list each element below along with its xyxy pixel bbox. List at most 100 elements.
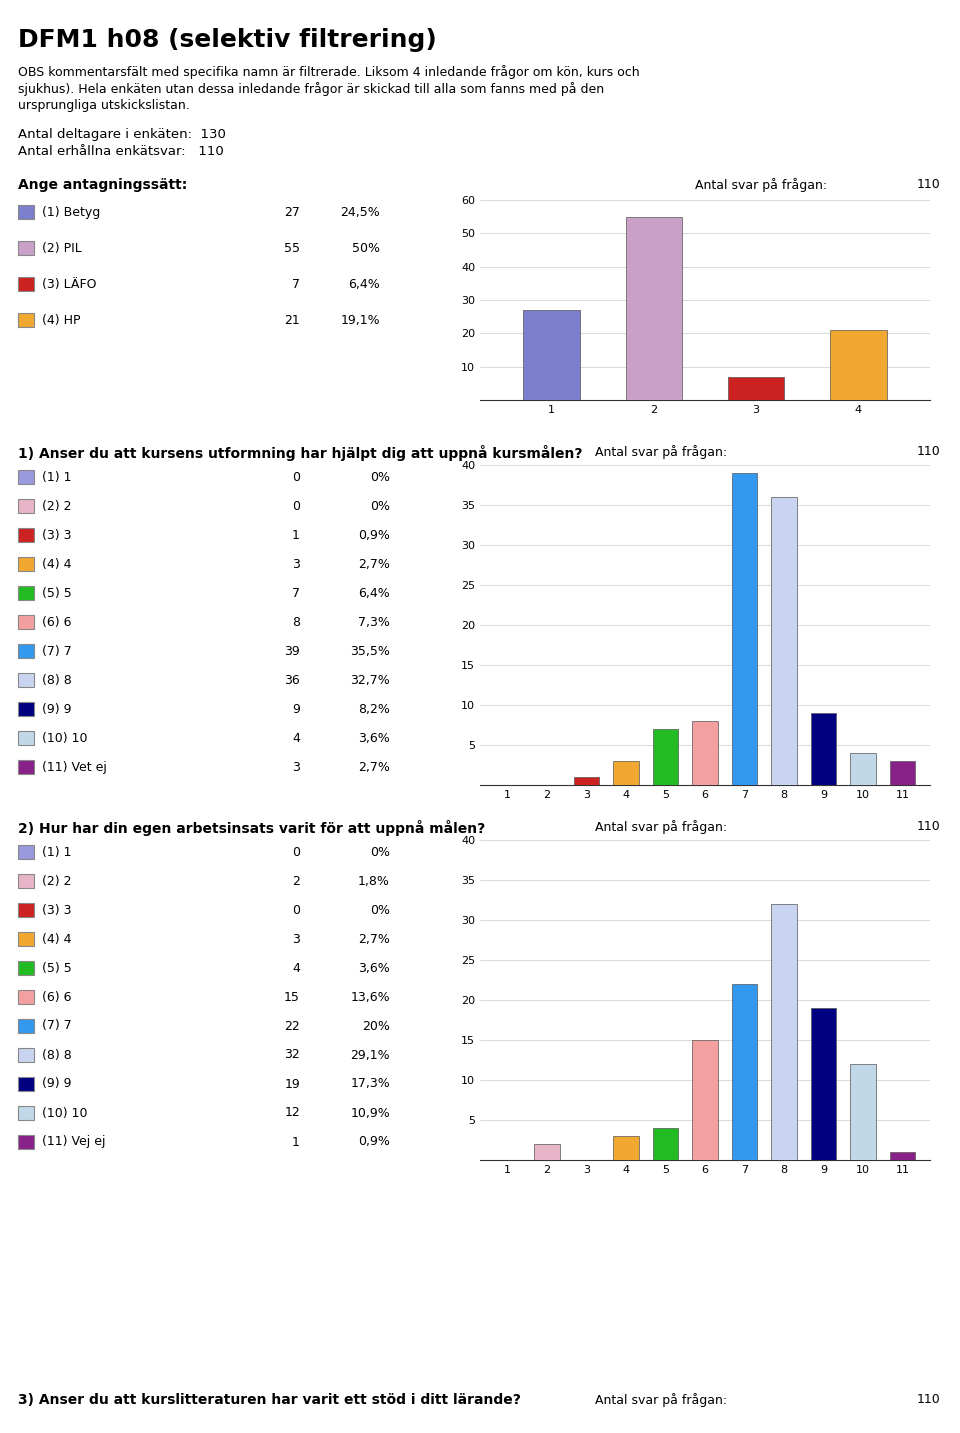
FancyBboxPatch shape (18, 1078, 34, 1091)
Bar (850, 752, 876, 785)
Text: (5) 5: (5) 5 (42, 962, 72, 974)
Text: 0,9%: 0,9% (358, 529, 390, 542)
Text: (6) 6: (6) 6 (42, 990, 71, 1003)
Text: 8: 8 (292, 616, 300, 629)
Bar (653, 729, 679, 785)
FancyBboxPatch shape (18, 205, 34, 219)
Bar (535, 1144, 560, 1159)
Text: 7,3%: 7,3% (358, 616, 390, 629)
FancyBboxPatch shape (18, 674, 34, 686)
Bar (810, 1007, 836, 1159)
Text: (7) 7: (7) 7 (42, 645, 72, 658)
Text: 110: 110 (916, 178, 940, 191)
Text: 8,2%: 8,2% (358, 702, 390, 715)
Text: (1) 1: (1) 1 (42, 470, 71, 483)
FancyBboxPatch shape (18, 990, 34, 1005)
Text: (11) Vej ej: (11) Vej ej (42, 1135, 106, 1148)
Text: 0%: 0% (370, 845, 390, 858)
Text: (4) HP: (4) HP (42, 314, 81, 327)
Text: 9: 9 (292, 702, 300, 715)
Text: 3: 3 (292, 557, 300, 570)
Text: Antal deltagare i enkäten:  130: Antal deltagare i enkäten: 130 (18, 128, 226, 140)
Text: (1) 1: (1) 1 (42, 845, 71, 858)
FancyBboxPatch shape (18, 312, 34, 327)
FancyBboxPatch shape (18, 702, 34, 716)
Text: 19: 19 (284, 1078, 300, 1091)
Text: 1: 1 (292, 529, 300, 542)
Text: 55: 55 (284, 242, 300, 255)
Text: (6) 6: (6) 6 (42, 616, 71, 629)
Text: (10) 10: (10) 10 (42, 731, 87, 745)
Text: (8) 8: (8) 8 (42, 1049, 72, 1062)
Text: 1,8%: 1,8% (358, 874, 390, 887)
Text: 0: 0 (292, 845, 300, 858)
FancyBboxPatch shape (18, 962, 34, 974)
Bar (732, 473, 757, 785)
Text: 7: 7 (292, 278, 300, 291)
Text: (4) 4: (4) 4 (42, 933, 71, 946)
Text: 0: 0 (292, 470, 300, 483)
Bar (653, 1128, 679, 1159)
Text: 36: 36 (284, 674, 300, 686)
Bar (771, 904, 797, 1159)
Text: (9) 9: (9) 9 (42, 1078, 71, 1091)
FancyBboxPatch shape (18, 1106, 34, 1121)
Text: Ange antagningssätt:: Ange antagningssätt: (18, 178, 187, 192)
FancyBboxPatch shape (18, 1135, 34, 1149)
Bar (692, 721, 718, 785)
Text: sjukhus). Hela enkäten utan dessa inledande frågor är skickad till alla som fann: sjukhus). Hela enkäten utan dessa inleda… (18, 82, 604, 96)
FancyBboxPatch shape (18, 277, 34, 291)
Bar (810, 714, 836, 785)
Text: 12: 12 (284, 1106, 300, 1119)
Text: (1) Betyg: (1) Betyg (42, 205, 100, 218)
Text: 21: 21 (284, 314, 300, 327)
Bar (613, 761, 639, 785)
FancyBboxPatch shape (18, 557, 34, 570)
Text: 0%: 0% (370, 500, 390, 513)
Text: 19,1%: 19,1% (341, 314, 380, 327)
Bar (728, 377, 784, 400)
Text: 50%: 50% (352, 242, 380, 255)
Text: 29,1%: 29,1% (350, 1049, 390, 1062)
Bar (574, 777, 599, 785)
Bar (771, 497, 797, 785)
Text: (9) 9: (9) 9 (42, 702, 71, 715)
Text: (2) 2: (2) 2 (42, 500, 71, 513)
Text: (11) Vet ej: (11) Vet ej (42, 761, 107, 774)
Text: Antal svar på frågan:: Antal svar på frågan: (595, 446, 727, 459)
Text: Antal erhållna enkätsvar:   110: Antal erhållna enkätsvar: 110 (18, 145, 224, 158)
Bar (692, 1040, 718, 1159)
FancyBboxPatch shape (18, 1019, 34, 1033)
FancyBboxPatch shape (18, 643, 34, 658)
Text: 3: 3 (292, 761, 300, 774)
Text: 0: 0 (292, 500, 300, 513)
Text: 27: 27 (284, 205, 300, 218)
Text: 35,5%: 35,5% (350, 645, 390, 658)
Text: 4: 4 (292, 962, 300, 974)
Text: 3) Anser du att kurslitteraturen har varit ett stöd i ditt lärande?: 3) Anser du att kurslitteraturen har var… (18, 1393, 521, 1407)
Text: 110: 110 (916, 446, 940, 459)
Bar (626, 216, 682, 400)
Text: 17,3%: 17,3% (350, 1078, 390, 1091)
Bar (830, 330, 886, 400)
FancyBboxPatch shape (18, 470, 34, 484)
FancyBboxPatch shape (18, 931, 34, 946)
Bar (732, 984, 757, 1159)
Text: 3,6%: 3,6% (358, 731, 390, 745)
FancyBboxPatch shape (18, 586, 34, 600)
Text: (2) PIL: (2) PIL (42, 242, 82, 255)
Text: (3) LÄFO: (3) LÄFO (42, 278, 97, 291)
Text: 2,7%: 2,7% (358, 557, 390, 570)
Text: 13,6%: 13,6% (350, 990, 390, 1003)
Text: 6,4%: 6,4% (358, 586, 390, 599)
Text: 4: 4 (292, 731, 300, 745)
FancyBboxPatch shape (18, 874, 34, 888)
Text: 3: 3 (292, 933, 300, 946)
FancyBboxPatch shape (18, 241, 34, 255)
Bar (890, 761, 915, 785)
Text: 2,7%: 2,7% (358, 761, 390, 774)
Text: (2) 2: (2) 2 (42, 874, 71, 887)
Text: Antal svar på frågan:: Antal svar på frågan: (695, 178, 828, 192)
Text: (8) 8: (8) 8 (42, 674, 72, 686)
FancyBboxPatch shape (18, 527, 34, 542)
